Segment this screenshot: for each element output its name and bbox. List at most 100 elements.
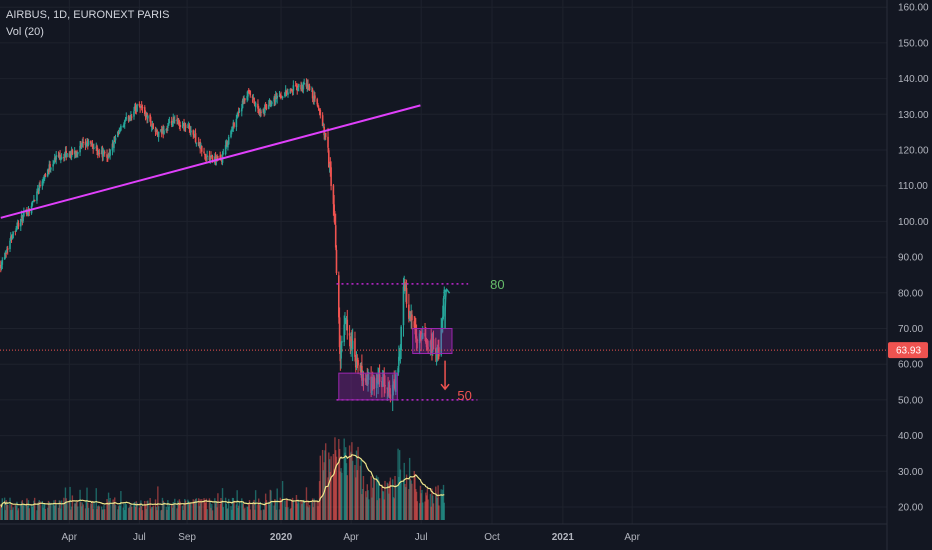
volume-bar	[258, 505, 261, 520]
candle-body	[333, 204, 335, 217]
volume-bar	[11, 509, 14, 520]
time-tick-label: Jul	[133, 532, 146, 543]
candle-body	[287, 92, 289, 95]
volume-bar	[251, 503, 254, 520]
price-tick-label: 70.00	[898, 324, 923, 335]
volume-bar	[440, 489, 442, 520]
candle-body	[247, 90, 249, 97]
volume-bar	[436, 497, 439, 520]
volume-bar	[98, 506, 101, 520]
candle-body	[38, 184, 41, 191]
volume-bar	[371, 497, 373, 520]
volume-bar	[361, 494, 363, 520]
volume-bar	[392, 497, 395, 520]
volume-bar	[157, 506, 160, 520]
volume-bar	[241, 503, 244, 520]
volume-bar	[398, 450, 401, 520]
volume-bar	[214, 503, 217, 520]
volume-bar	[38, 500, 40, 520]
candle-body	[346, 319, 349, 331]
volume-bar	[253, 499, 255, 520]
volume-bar	[63, 497, 65, 520]
price-tick-label: 50.00	[898, 395, 923, 406]
volume-bar	[300, 501, 302, 520]
volume-bar	[167, 506, 170, 520]
volume-bar	[270, 490, 272, 520]
volume-bar	[68, 500, 70, 520]
volume-bar	[220, 497, 222, 520]
volume-bar	[221, 500, 223, 520]
volume-bar	[90, 503, 92, 520]
projection-down-arrow[interactable]	[440, 360, 450, 391]
candle-body	[31, 201, 34, 206]
candle-body	[26, 214, 29, 216]
candle-body	[44, 174, 47, 177]
range-box-upper[interactable]	[412, 328, 453, 354]
volume-bar	[130, 506, 133, 520]
time-axis[interactable]: Apr Jul Sep 2020 Apr Jul Oct 2021 Apr	[62, 532, 641, 543]
candle-body	[345, 318, 348, 320]
price-tick-label: 120.00	[898, 146, 929, 157]
candle-body	[334, 215, 336, 225]
volume-bar	[384, 480, 386, 520]
volume-bar	[328, 459, 331, 520]
price-axis[interactable]: 160.00 150.00 140.00 130.00 120.00 110.00 100.…	[898, 3, 929, 514]
volume-bar	[292, 500, 295, 520]
volume-bar	[321, 449, 324, 520]
candle-body	[43, 178, 45, 182]
volume-bar	[225, 504, 228, 520]
projection-up-arrow[interactable]	[443, 287, 451, 329]
candle-body	[413, 321, 416, 328]
candle-body	[371, 377, 373, 395]
range-box-lower[interactable]	[338, 372, 398, 401]
candle-body	[9, 240, 11, 250]
volume-bar	[427, 499, 429, 520]
candle-body	[330, 167, 332, 186]
volume-bar	[346, 475, 348, 520]
candle-body	[368, 378, 370, 380]
volume-bar	[102, 509, 104, 520]
volume-bar	[372, 478, 375, 520]
candle-body	[216, 157, 218, 159]
candle-body	[79, 145, 81, 153]
volume-bar	[366, 484, 368, 520]
candle-body	[114, 137, 117, 141]
candle-body	[102, 151, 104, 157]
trendline[interactable]	[0, 104, 421, 219]
candle-body	[53, 163, 55, 165]
candle-body	[291, 89, 293, 91]
volume-bar	[301, 504, 303, 520]
candle-body	[278, 95, 281, 97]
volume-bar	[435, 493, 438, 520]
candle-body	[375, 378, 378, 388]
candle-body	[42, 180, 44, 183]
candle-body	[246, 95, 248, 100]
volume-bar	[383, 499, 385, 520]
volume-bar	[269, 489, 271, 520]
volume-bar	[399, 469, 402, 520]
volume-bar	[226, 508, 228, 520]
candle-body	[397, 368, 399, 376]
candle-body	[362, 377, 365, 381]
volume-bar	[400, 481, 402, 520]
candle-body	[5, 252, 7, 254]
volume-bar	[298, 502, 300, 520]
volume-bar	[224, 497, 227, 520]
volume-study-label[interactable]: Vol (20)	[6, 26, 44, 38]
volume-bar	[47, 507, 49, 520]
candle-body	[281, 96, 284, 99]
volume-bar	[133, 502, 135, 520]
volume-bar	[138, 507, 141, 520]
volume-bar	[249, 509, 251, 520]
volume-bar	[184, 498, 186, 520]
volume-bar	[308, 507, 310, 520]
volume-bar	[254, 509, 256, 520]
symbol-title[interactable]: AIRBUS, 1D, EURONEXT PARIS	[6, 9, 170, 21]
volume-bar	[419, 485, 422, 520]
candle-body	[373, 377, 376, 390]
volume-bar	[203, 498, 205, 520]
candle-body	[33, 200, 36, 202]
candle-body	[80, 145, 82, 147]
volume-bar	[23, 504, 25, 520]
